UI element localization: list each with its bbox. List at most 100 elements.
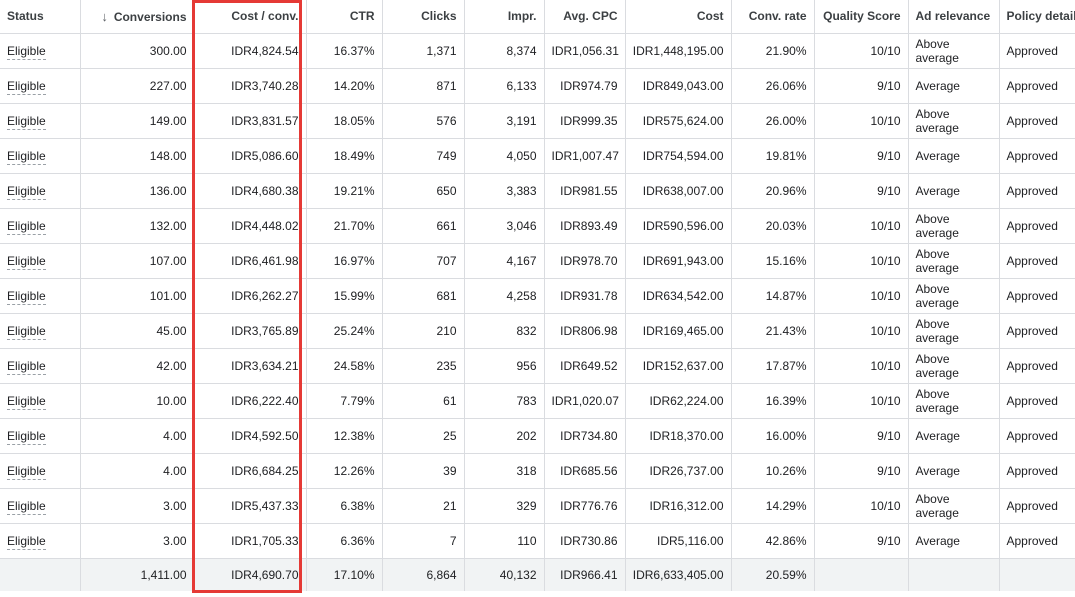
- status-link[interactable]: Eligible: [7, 463, 46, 480]
- col-header-ctr[interactable]: CTR: [306, 0, 383, 34]
- table-row: Eligible 45.00 IDR3,765.89 25.24% 210 832 IDR8…: [0, 313, 1075, 349]
- col-header-conv-rate[interactable]: Conv. rate: [731, 0, 815, 34]
- cell-cost-per-conv: IDR6,684.25: [194, 453, 307, 489]
- col-header-quality-score[interactable]: Quality Score: [814, 0, 909, 34]
- status-link[interactable]: Eligible: [7, 393, 46, 410]
- cell-conv-rate: 14.87%: [731, 278, 815, 314]
- cell-clicks: 21: [382, 488, 465, 524]
- cell-avg-cpc: IDR981.55: [544, 173, 626, 209]
- cell-avg-cpc: IDR730.86: [544, 523, 626, 559]
- col-header-ad-relevance[interactable]: Ad relevance: [908, 0, 1000, 34]
- cell-ad-relevance: Above average: [908, 313, 1000, 349]
- status-link[interactable]: Eligible: [7, 253, 46, 270]
- col-header-impr[interactable]: Impr.: [464, 0, 545, 34]
- cell-ad-relevance: Average: [908, 418, 1000, 454]
- table-row: Eligible 107.00 IDR6,461.98 16.97% 707 4,167 I…: [0, 243, 1075, 279]
- cell-avg-cpc: IDR806.98: [544, 313, 626, 349]
- status-link[interactable]: Eligible: [7, 288, 46, 305]
- cell-cost: IDR634,542.00: [625, 278, 732, 314]
- col-header-avg-cpc[interactable]: Avg. CPC: [544, 0, 626, 34]
- cell-status: Eligible: [0, 103, 81, 139]
- cell-avg-cpc: IDR734.80: [544, 418, 626, 454]
- cell-clicks: 650: [382, 173, 465, 209]
- cell-policy-details: Approved: [999, 453, 1075, 489]
- status-link[interactable]: Eligible: [7, 148, 46, 165]
- cell-ctr: 21.70%: [306, 208, 383, 244]
- cell-policy-details: Approved: [999, 103, 1075, 139]
- cell-ad-relevance: Above average: [908, 33, 1000, 69]
- cell-conv-rate: 42.86%: [731, 523, 815, 559]
- cell-clicks: 7: [382, 523, 465, 559]
- cell-conv-rate: 16.39%: [731, 383, 815, 419]
- cell-ad-relevance: Above average: [908, 383, 1000, 419]
- cell-policy-details: Approved: [999, 348, 1075, 384]
- cell-conversions: 132.00: [80, 208, 195, 244]
- status-link[interactable]: Eligible: [7, 43, 46, 60]
- cell-conversions: 3.00: [80, 523, 195, 559]
- cell-ad-relevance: Average: [908, 138, 1000, 174]
- col-header-conversions[interactable]: ↓ Conversions: [80, 0, 195, 34]
- cell-quality-score: 10/10: [814, 348, 909, 384]
- cell-status: [0, 558, 81, 591]
- cell-impr: 956: [464, 348, 545, 384]
- cell-clicks: 25: [382, 418, 465, 454]
- table-row: Eligible 4.00 IDR6,684.25 12.26% 39 318 IDR685…: [0, 453, 1075, 489]
- cell-avg-cpc: IDR974.79: [544, 68, 626, 104]
- col-header-clicks[interactable]: Clicks: [382, 0, 465, 34]
- table-row: Eligible 300.00 IDR4,824.54 16.37% 1,371 8,37…: [0, 33, 1075, 69]
- cell-clicks: 39: [382, 453, 465, 489]
- cell-quality-score: 10/10: [814, 33, 909, 69]
- status-link[interactable]: Eligible: [7, 113, 46, 130]
- cell-ctr: 6.38%: [306, 488, 383, 524]
- cell-quality-score: 10/10: [814, 103, 909, 139]
- cell-ctr: 17.10%: [306, 558, 383, 591]
- col-header-cost-per-conv[interactable]: Cost / conv.: [194, 0, 307, 34]
- cell-clicks: 61: [382, 383, 465, 419]
- cell-impr: 3,383: [464, 173, 545, 209]
- cell-conversions: 1,411.00: [80, 558, 195, 591]
- cell-quality-score: 9/10: [814, 418, 909, 454]
- cell-cost: IDR26,737.00: [625, 453, 732, 489]
- cell-cost-per-conv: IDR1,705.33: [194, 523, 307, 559]
- cell-ad-relevance: Average: [908, 173, 1000, 209]
- status-link[interactable]: Eligible: [7, 323, 46, 340]
- status-link[interactable]: Eligible: [7, 78, 46, 95]
- cell-conversions: 136.00: [80, 173, 195, 209]
- cell-cost: IDR754,594.00: [625, 138, 732, 174]
- cell-quality-score: [814, 558, 909, 591]
- cell-clicks: 1,371: [382, 33, 465, 69]
- cell-quality-score: 10/10: [814, 278, 909, 314]
- cell-avg-cpc: IDR1,056.31: [544, 33, 626, 69]
- cell-impr: 832: [464, 313, 545, 349]
- cell-avg-cpc: IDR931.78: [544, 278, 626, 314]
- cell-cost: IDR16,312.00: [625, 488, 732, 524]
- cell-clicks: 576: [382, 103, 465, 139]
- col-header-cost[interactable]: Cost: [625, 0, 732, 34]
- cell-impr: 783: [464, 383, 545, 419]
- cell-clicks: 871: [382, 68, 465, 104]
- status-link[interactable]: Eligible: [7, 358, 46, 375]
- col-header-policy-details[interactable]: Policy details: [999, 0, 1075, 34]
- cell-clicks: 707: [382, 243, 465, 279]
- cell-ctr: 14.20%: [306, 68, 383, 104]
- cell-cost: IDR1,448,195.00: [625, 33, 732, 69]
- status-link[interactable]: Eligible: [7, 218, 46, 235]
- cell-cost: IDR590,596.00: [625, 208, 732, 244]
- status-link[interactable]: Eligible: [7, 533, 46, 550]
- cell-conv-rate: 20.96%: [731, 173, 815, 209]
- cell-policy-details: Approved: [999, 313, 1075, 349]
- col-header-status[interactable]: Status: [0, 0, 81, 34]
- status-link[interactable]: Eligible: [7, 498, 46, 515]
- cell-impr: 6,133: [464, 68, 545, 104]
- cell-impr: 4,050: [464, 138, 545, 174]
- cell-quality-score: 10/10: [814, 243, 909, 279]
- status-link[interactable]: Eligible: [7, 428, 46, 445]
- cell-ctr: 6.36%: [306, 523, 383, 559]
- cell-impr: 329: [464, 488, 545, 524]
- cell-clicks: 749: [382, 138, 465, 174]
- cell-policy-details: [999, 558, 1075, 591]
- cell-ctr: 7.79%: [306, 383, 383, 419]
- cell-ctr: 15.99%: [306, 278, 383, 314]
- status-link[interactable]: Eligible: [7, 183, 46, 200]
- cell-ad-relevance: Average: [908, 523, 1000, 559]
